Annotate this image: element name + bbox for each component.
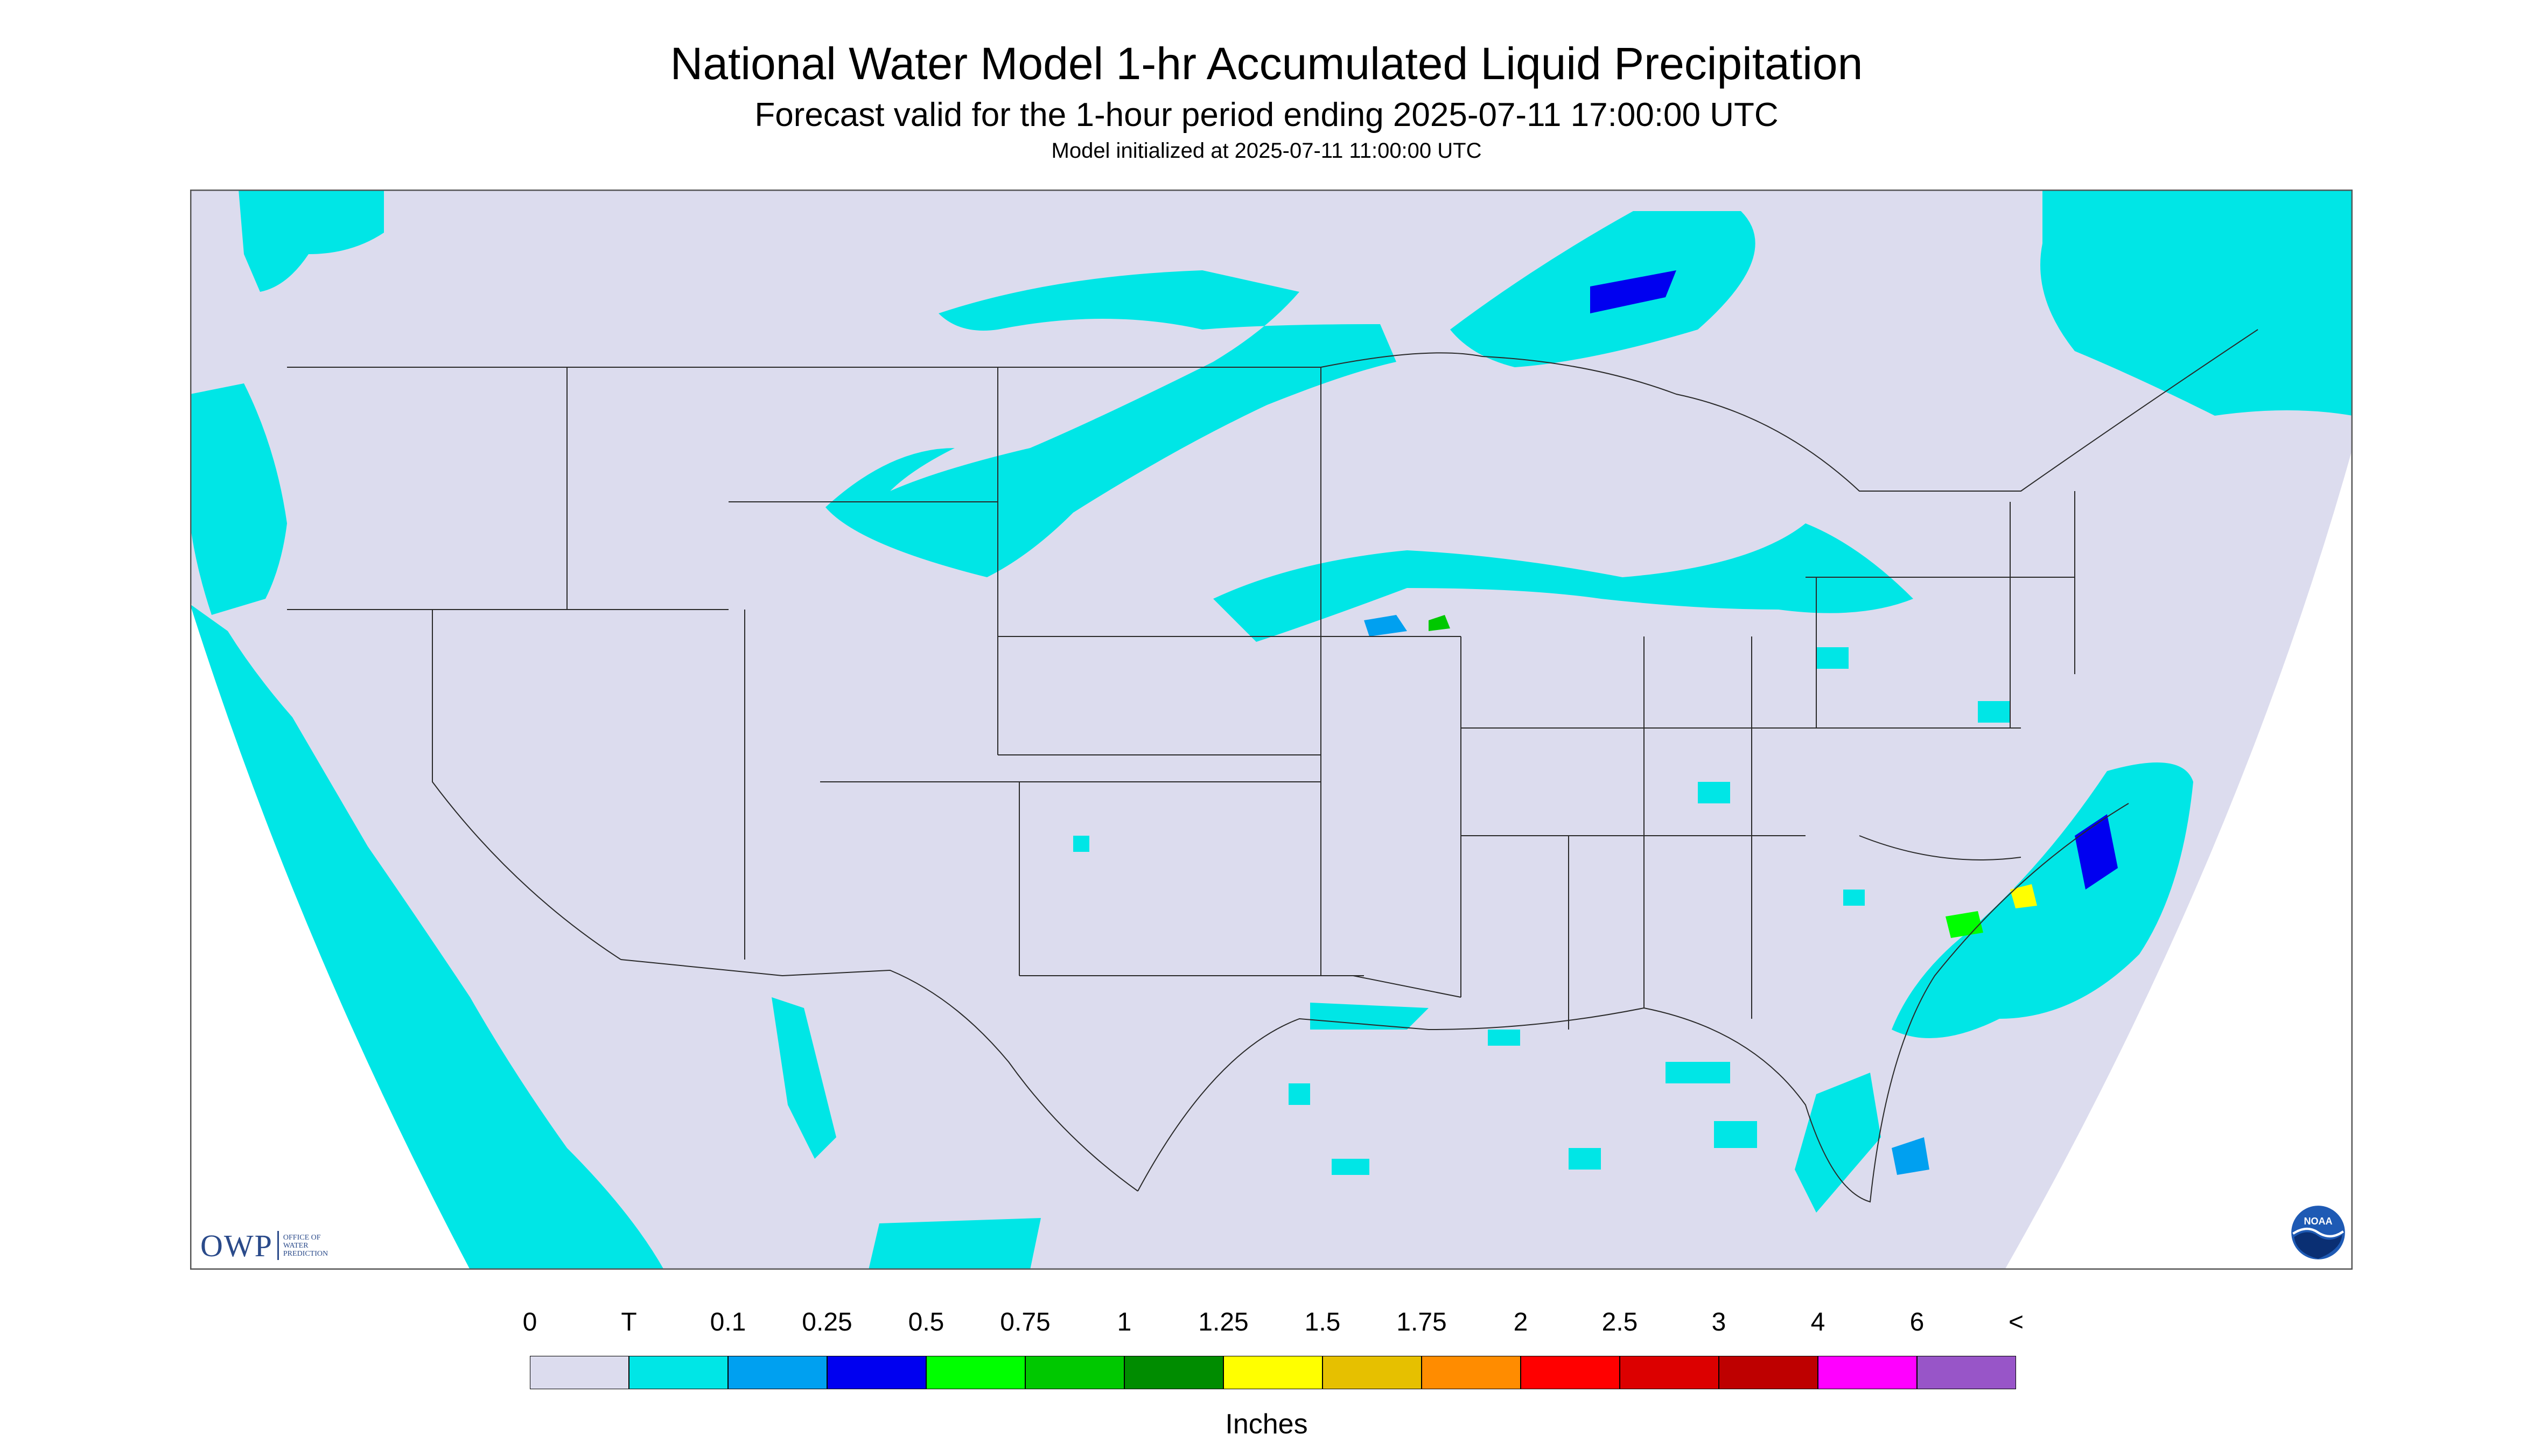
model-domain: [190, 190, 2353, 1270]
gulf-coast-rain: [1310, 1003, 1429, 1030]
colorbar-swatch: [1619, 1356, 1719, 1389]
colorbar-tick-label: 1.25: [1198, 1308, 1249, 1336]
owp-logo-line: OFFICE OF: [283, 1233, 321, 1242]
upper-midwest-rain: [1213, 523, 1913, 642]
colorbar-tick-label: <: [2008, 1308, 2024, 1336]
colorbar-tick-label: 0: [522, 1308, 537, 1336]
colorbar-tick-label: 2.5: [1601, 1308, 1638, 1336]
colorbar-tick-label: 0.75: [1000, 1308, 1051, 1336]
owp-logo-divider: [277, 1231, 279, 1260]
colorbar-swatch: [1421, 1356, 1521, 1389]
florida-core: [1892, 1137, 1929, 1175]
ontario-core: [1590, 270, 1676, 313]
map-title: National Water Model 1-hr Accumulated Li…: [670, 38, 1863, 89]
atlantic-green-core: [1946, 911, 1983, 938]
florida-rain: [1795, 1073, 1881, 1213]
precip-trace-areas: [190, 190, 2353, 1270]
colorbar-tick-label: 1.75: [1396, 1308, 1447, 1336]
owp-logo-mark: OWP: [200, 1228, 273, 1263]
colorbar-swatch: [1322, 1356, 1422, 1389]
northeast-canada-rain: [2040, 190, 2353, 416]
colorbar: [530, 1356, 2016, 1389]
colorbar-tick-label: 6: [1909, 1308, 1925, 1336]
init-time-label: Model initialized at 2025-07-11 11:00:00…: [1051, 139, 1482, 163]
pacific-offshore-rain: [190, 604, 664, 1270]
colorbar-swatch: [1520, 1356, 1620, 1389]
noaa-logo: NOAA: [2290, 1205, 2346, 1261]
colorbar-tick-label: 0.25: [802, 1308, 852, 1336]
mexico-rain: [772, 997, 836, 1159]
northern-plains-rain: [825, 270, 1396, 577]
precip-heavy-cores: [1364, 270, 2118, 1175]
colorbar-swatch: [1025, 1356, 1125, 1389]
colorbar-units: Inches: [1225, 1409, 1308, 1440]
iowa-green-core: [1429, 615, 1450, 631]
colorbar-tick-label: 1: [1117, 1308, 1132, 1336]
colorbar-swatch: [827, 1356, 927, 1389]
atlantic-offshore-rain: [1892, 762, 2193, 1038]
colorbar-tick-label: 4: [1810, 1308, 1825, 1336]
map-subtitle: Forecast valid for the 1-hour period end…: [754, 96, 1779, 134]
central-states-lines: [998, 367, 2021, 1030]
southern-mexico-rain: [869, 1218, 1041, 1270]
atlantic-yellow-core: [2010, 884, 2037, 908]
colorbar-tick-label: 3: [1711, 1308, 1726, 1336]
western-states-lines: [287, 367, 1364, 976]
us-mexico-border: [620, 959, 1138, 1192]
colorbar-swatch: [1817, 1356, 1918, 1389]
colorbar-swatch: [530, 1356, 629, 1389]
gulf-coast: [1137, 803, 2129, 1203]
owp-logo-line: PREDICTION: [283, 1249, 328, 1258]
owp-logo: OWP OFFICE OF WATER PREDICTION: [200, 1228, 328, 1263]
colorbar-labels: 0 T 0.1 0.25 0.5 0.75 1 1.25 1.5 1.75 2 2.5 3 4 6 <: [0, 1307, 2533, 1345]
eastern-states-lines: [1806, 491, 2075, 860]
colorbar-swatch: [1718, 1356, 1818, 1389]
colorbar-swatch: [1916, 1356, 2016, 1389]
colorbar-tick-label: 0.5: [908, 1308, 944, 1336]
us-canada-border: [287, 329, 2258, 492]
bc-coast-rain: [239, 190, 384, 292]
colorbar-tick-label: 2: [1513, 1308, 1528, 1336]
colorbar-swatch: [926, 1356, 1026, 1389]
colorbar-tick-label: 1.5: [1304, 1308, 1341, 1336]
colorbar-swatch: [1124, 1356, 1224, 1389]
colorbar-swatch: [628, 1356, 729, 1389]
colorbar-tick-label: 0.1: [710, 1308, 746, 1336]
atlantic-core: [2075, 814, 2118, 890]
pacific-nw-rain: [190, 383, 287, 615]
owp-logo-text: OFFICE OF WATER PREDICTION: [283, 1234, 328, 1258]
political-boundaries: [287, 329, 2258, 1203]
noaa-logo-text: NOAA: [2304, 1216, 2333, 1227]
owp-logo-line: WATER: [283, 1241, 309, 1250]
colorbar-swatch: [727, 1356, 828, 1389]
colorbar-swatch: [1223, 1356, 1323, 1389]
iowa-core: [1364, 615, 1407, 636]
precipitation-map: [190, 190, 2353, 1270]
map-frame: [190, 190, 2353, 1270]
colorbar-tick-label: T: [621, 1308, 637, 1336]
